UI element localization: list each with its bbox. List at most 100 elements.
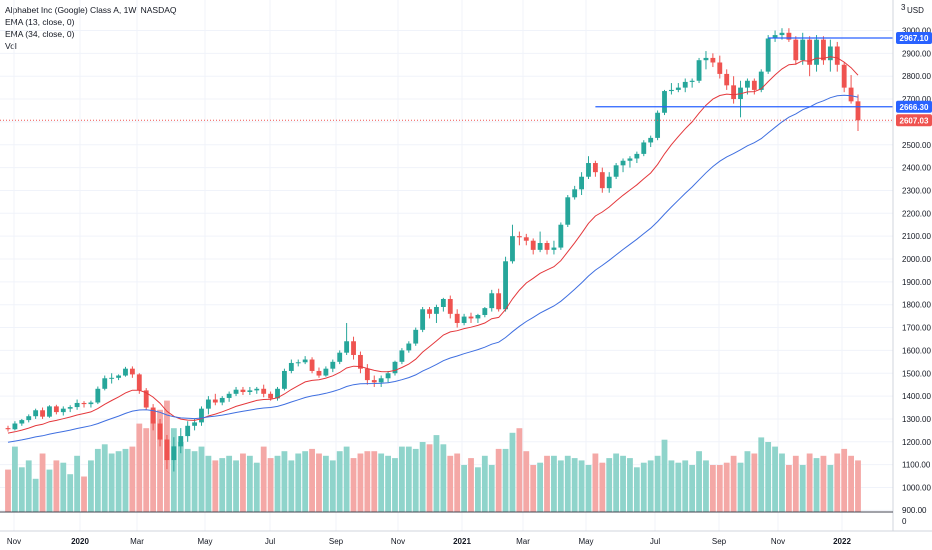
volume-bar	[730, 455, 737, 512]
candle-body	[378, 378, 384, 383]
volume-bar	[516, 428, 523, 512]
volume-bar	[675, 462, 682, 512]
volume-bar	[806, 453, 813, 512]
volume-bar	[5, 469, 11, 512]
candle-body	[807, 39, 813, 65]
candle-body	[551, 247, 557, 250]
candle-body	[427, 309, 432, 314]
volume-bar	[336, 451, 343, 512]
volume-bar	[295, 453, 302, 512]
candle-body	[309, 359, 315, 371]
time-tick-label: Mar	[516, 537, 530, 546]
candle-body	[779, 32, 785, 36]
price-tick-label: 3000.00	[902, 27, 931, 36]
volume-bar	[39, 453, 46, 512]
candle-body	[205, 399, 211, 409]
candle-body	[662, 91, 667, 113]
candle-body	[758, 71, 764, 90]
candle-body	[731, 85, 737, 100]
volume-bar	[689, 465, 696, 512]
volume-bar	[799, 465, 806, 512]
volume-bar	[855, 460, 861, 512]
time-tick-label: Sep	[329, 537, 344, 546]
candle-body	[330, 361, 336, 369]
candle-body	[668, 89, 674, 92]
candle-body	[323, 368, 329, 376]
volume-bar	[378, 453, 385, 512]
candle-body	[682, 81, 688, 88]
candle-body	[703, 57, 709, 61]
candle-body	[641, 142, 647, 154]
candle-body	[226, 393, 232, 398]
time-tick-label: 2022	[833, 537, 851, 546]
candle-body	[95, 388, 101, 403]
volume-zero-label: 0	[902, 517, 907, 526]
candle-body	[74, 402, 80, 408]
volume-bar	[592, 453, 599, 512]
volume-bar	[392, 458, 398, 512]
volume-bar	[288, 460, 295, 512]
candle-body	[157, 423, 163, 440]
price-tick-label: 2200.00	[902, 209, 931, 218]
candle-body	[219, 397, 225, 403]
candle-body	[613, 165, 619, 177]
currency-label: USD	[907, 6, 924, 15]
volume-bar	[60, 462, 67, 512]
volume-bar	[184, 448, 191, 512]
candle-body	[627, 158, 633, 161]
volume-bar	[599, 462, 606, 512]
chart-legend: Alphabet Inc (Google) Class A, 1W, NASDA…	[5, 4, 177, 52]
volume-bar	[537, 462, 544, 512]
candle-body	[247, 390, 253, 392]
candle-body	[834, 46, 840, 65]
candle-body	[406, 343, 412, 351]
volume-bar	[260, 446, 267, 512]
candle-body	[447, 298, 453, 314]
candle-body	[503, 261, 508, 310]
volume-bar	[205, 455, 212, 512]
volume-bar	[772, 446, 778, 512]
price-tick-label: 1000.00	[902, 484, 931, 493]
time-tick-label: Nov	[771, 537, 785, 546]
volume-bar	[571, 458, 578, 512]
price-tick-label: 2400.00	[902, 164, 931, 173]
volume-bar	[122, 448, 129, 512]
price-tick-label: 1500.00	[902, 369, 931, 378]
legend-vol: Vol	[5, 41, 17, 51]
candle-body	[516, 236, 522, 238]
candle-body	[696, 60, 702, 81]
candle-body	[544, 243, 550, 250]
candle-body	[67, 407, 73, 409]
volume-bar	[495, 448, 502, 512]
candle-body	[586, 163, 591, 177]
candle-body	[261, 388, 267, 394]
price-tick-label: 1400.00	[902, 392, 931, 401]
price-tick-label: 2700.00	[902, 95, 931, 104]
candle-body	[606, 176, 612, 189]
volume-bar	[585, 465, 592, 512]
volume-bar	[744, 451, 751, 512]
volume-bar	[143, 428, 150, 512]
candle-body	[5, 428, 11, 430]
volume-bar	[640, 462, 647, 512]
volume-bar	[191, 451, 198, 512]
volume-bar	[274, 455, 281, 512]
volume-bar	[551, 455, 557, 512]
candle-body	[123, 368, 128, 376]
time-tick-label: Nov	[391, 537, 405, 546]
candle-body	[765, 38, 771, 72]
candle-body	[233, 389, 239, 394]
candle-body	[199, 408, 204, 423]
candle-body	[413, 329, 419, 344]
candle-body	[565, 197, 571, 225]
volume-bar	[668, 460, 675, 512]
candle-body	[129, 368, 135, 375]
time-tick-label: Jul	[265, 537, 275, 546]
volume-bar	[481, 455, 488, 512]
candle-body	[648, 137, 654, 143]
candle-body	[814, 39, 819, 65]
price-tick-label: 2800.00	[902, 72, 931, 81]
time-tick-label: Mar	[130, 537, 144, 546]
volume-bar	[426, 444, 433, 512]
